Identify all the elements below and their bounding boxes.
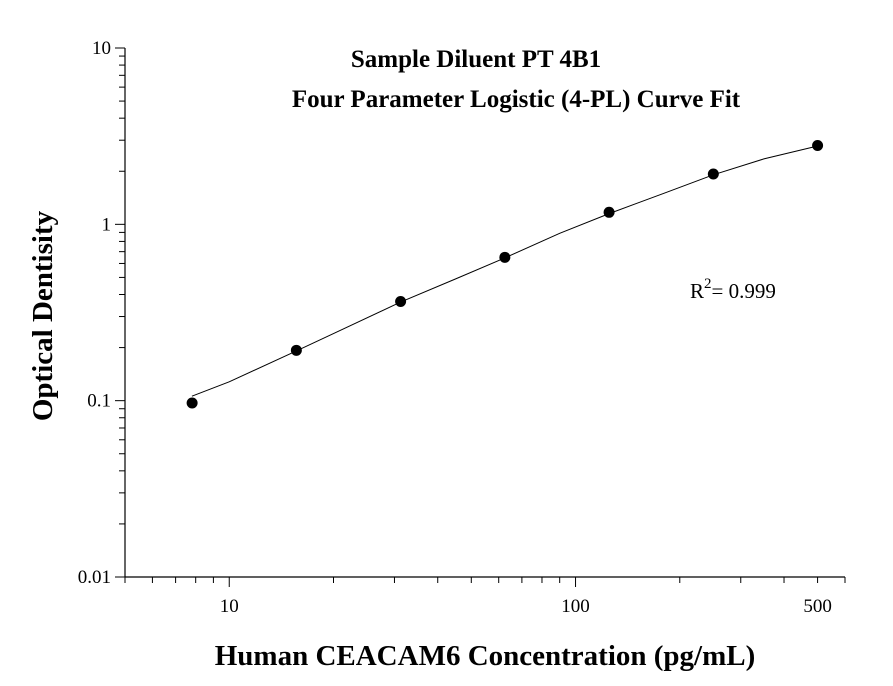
chart-title-line1: Sample Diluent PT 4B1 [351, 46, 601, 73]
y-axis-title: Optical Dentisity [27, 210, 59, 421]
chart-title-line2: Four Parameter Logistic (4-PL) Curve Fit [292, 86, 741, 113]
x-tick-label: 500 [803, 596, 832, 617]
x-axis-tick-labels: 10 100 500 [220, 596, 832, 617]
data-point [603, 206, 615, 218]
y-axis-tick-labels: 10 1 0.1 0.01 [78, 38, 111, 588]
plot-frame [124, 48, 845, 578]
x-axis-ticks [124, 577, 846, 587]
r-exponent: 2 [704, 276, 712, 292]
data-point [499, 251, 511, 263]
data-point [812, 139, 824, 151]
y-tick-label: 0.1 [87, 391, 111, 412]
data-points [186, 139, 824, 409]
y-axis-ticks [115, 47, 125, 578]
data-point [186, 397, 198, 409]
data-point [290, 344, 302, 356]
r-label: R [690, 279, 704, 303]
r-squared-annotation: R2= 0.999 [690, 276, 776, 303]
x-tick-label: 100 [561, 596, 590, 617]
y-tick-label: 0.01 [78, 567, 111, 588]
y-tick-label: 10 [92, 38, 111, 59]
x-tick-label: 10 [220, 596, 239, 617]
r-value: = 0.999 [712, 279, 776, 303]
data-point [707, 168, 719, 180]
fit-curve-line [191, 145, 818, 397]
x-axis-title: Human CEACAM6 Concentration (pg/mL) [215, 640, 756, 672]
y-tick-label: 1 [102, 214, 112, 235]
data-point [395, 296, 407, 308]
